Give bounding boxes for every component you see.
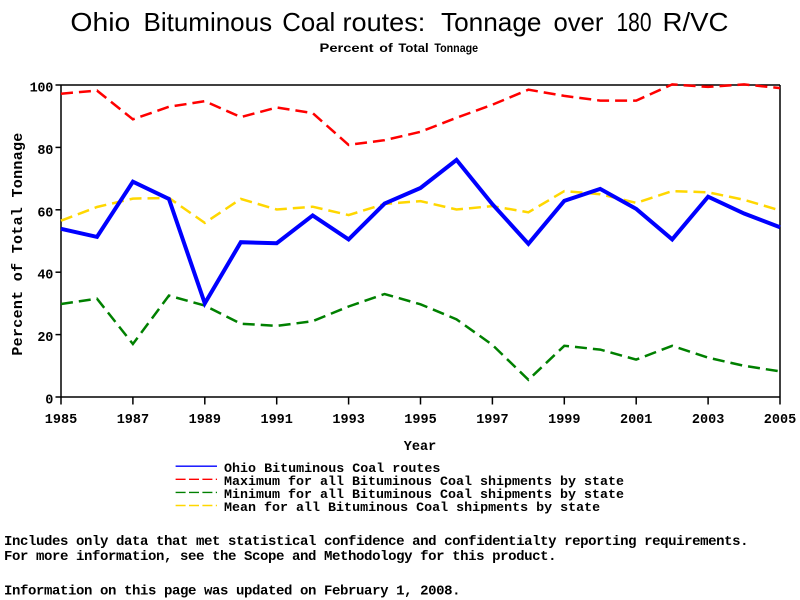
- svg-text:of: of: [379, 43, 393, 55]
- svg-text:1993: 1993: [332, 413, 364, 428]
- svg-text:20: 20: [37, 331, 53, 346]
- svg-text:1997: 1997: [476, 413, 508, 428]
- svg-text:1985: 1985: [45, 413, 77, 428]
- svg-text:0: 0: [45, 394, 53, 409]
- svg-text:2001: 2001: [620, 413, 652, 428]
- svg-text:40: 40: [37, 269, 53, 284]
- svg-text:Information on this page was u: Information on this page was updated on …: [4, 584, 460, 600]
- svg-text:Percent of Total Tonnage: Percent of Total Tonnage: [10, 132, 27, 355]
- svg-text:For more information, see the: For more information, see the Scope and …: [4, 549, 556, 565]
- svg-text:Ohio: Ohio: [70, 7, 130, 37]
- svg-text:over: over: [554, 7, 604, 37]
- svg-text:routes:: routes:: [343, 7, 426, 37]
- svg-text:Bituminous: Bituminous: [144, 7, 273, 37]
- svg-text:60: 60: [37, 206, 53, 221]
- svg-text:2003: 2003: [692, 413, 724, 428]
- svg-text:Minimum for all Bituminous Coa: Minimum for all Bituminous Coal shipment…: [224, 487, 624, 502]
- svg-text:Tonnage: Tonnage: [434, 43, 478, 55]
- svg-text:Mean for all Bituminous Coal s: Mean for all Bituminous Coal shipments b…: [224, 500, 600, 515]
- svg-text:100: 100: [30, 82, 54, 97]
- svg-text:Ohio Bituminous Coal routes: Ohio Bituminous Coal routes: [224, 461, 441, 476]
- svg-text:180: 180: [617, 7, 652, 37]
- svg-text:R/VC: R/VC: [663, 7, 729, 37]
- svg-text:1991: 1991: [260, 413, 292, 428]
- svg-text:Year: Year: [404, 440, 436, 455]
- svg-text:1987: 1987: [117, 413, 149, 428]
- svg-text:Includes only data that met st: Includes only data that met statistical …: [4, 534, 748, 550]
- svg-text:Coal: Coal: [282, 7, 335, 37]
- svg-text:2005: 2005: [764, 413, 796, 428]
- svg-text:Total: Total: [398, 43, 428, 55]
- svg-text:Maximum for all Bituminous Coa: Maximum for all Bituminous Coal shipment…: [224, 474, 624, 489]
- svg-text:1995: 1995: [404, 413, 436, 428]
- svg-text:1999: 1999: [548, 413, 580, 428]
- svg-text:80: 80: [37, 144, 53, 159]
- svg-text:1989: 1989: [189, 413, 221, 428]
- svg-text:Tonnage: Tonnage: [441, 7, 542, 37]
- svg-text:Percent: Percent: [320, 43, 374, 55]
